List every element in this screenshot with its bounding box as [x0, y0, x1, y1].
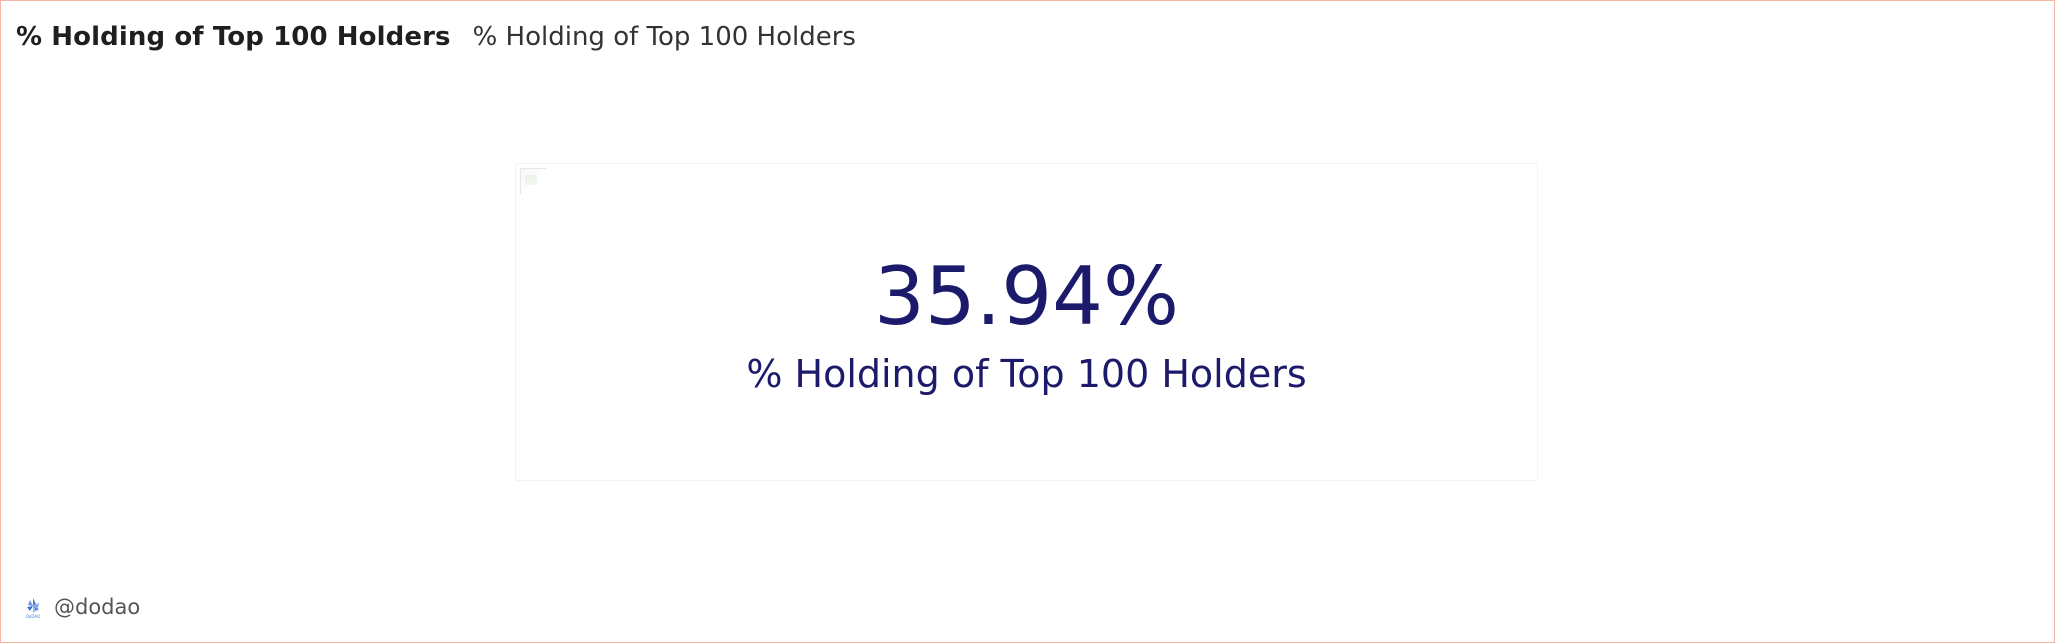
widget-header: % Holding of Top 100 Holders % Holding o… — [16, 18, 856, 56]
widget-subtitle: % Holding of Top 100 Holders — [472, 22, 856, 52]
counter-value: 35.94% — [873, 250, 1180, 343]
dodao-logo-icon[interactable]: DoDAO — [22, 595, 44, 619]
counter-label: % Holding of Top 100 Holders — [746, 352, 1307, 396]
widget-title: % Holding of Top 100 Holders — [16, 22, 451, 52]
footer-handle[interactable]: @dodao — [54, 595, 141, 619]
counter-card: 35.94% % Holding of Top 100 Holders — [515, 163, 1538, 481]
broken-image-icon — [520, 168, 546, 194]
svg-text:DoDAO: DoDAO — [26, 614, 40, 619]
widget-footer: DoDAO @dodao — [22, 592, 140, 622]
